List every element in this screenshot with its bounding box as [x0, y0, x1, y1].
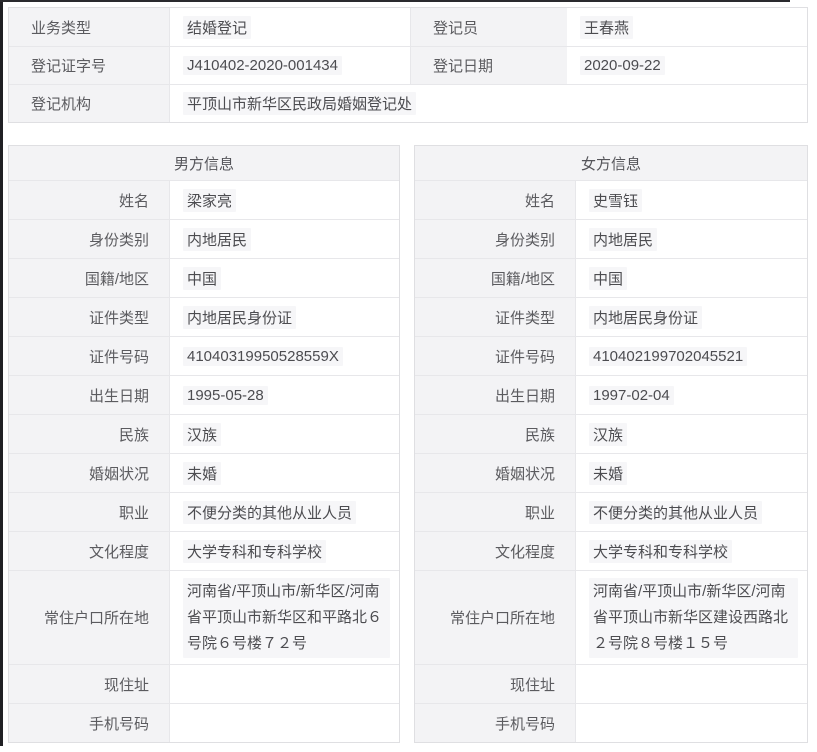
female-education-value: 大学专科和专科学校 [575, 532, 807, 570]
female-info-table: 女方信息 姓名 史雪钰 身份类别 内地居民 国籍/地区 中国 证件类型 内地居民… [414, 145, 808, 743]
current-address-label: 现住址 [9, 665, 169, 703]
screenshot-left-edge [0, 0, 3, 746]
table-row: 手机号码 [415, 703, 807, 742]
registration-agency-label: 登记机构 [9, 85, 169, 122]
table-row: 婚姻状况 未婚 [415, 453, 807, 492]
male-nationality-value: 中国 [169, 259, 399, 297]
certificate-number-value: J410402-2020-001434 [169, 47, 411, 84]
table-row: 常住户口所在地 河南省/平顶山市/新华区/河南省平顶山市新华区和平路北６号院６号… [9, 570, 399, 664]
nationality-label: 国籍/地区 [415, 259, 575, 297]
female-current-address-value [575, 665, 807, 703]
registrar-label: 登记员 [411, 8, 567, 46]
registrar-value: 王春燕 [567, 8, 807, 46]
table-row: 证件类型 内地居民身份证 [9, 297, 399, 336]
id-type-label: 证件类型 [415, 298, 575, 336]
marital-status-label: 婚姻状况 [415, 454, 575, 492]
table-row: 证件号码 410402199702045521 [415, 336, 807, 375]
male-marital-status-value: 未婚 [169, 454, 399, 492]
ethnicity-label: 民族 [9, 415, 169, 453]
female-mobile-value [575, 704, 807, 742]
id-type-label: 证件类型 [9, 298, 169, 336]
male-table-title: 男方信息 [9, 146, 399, 180]
ethnicity-label: 民族 [415, 415, 575, 453]
business-type-label: 业务类型 [9, 8, 169, 46]
registration-summary-table: 业务类型 结婚登记 登记员 王春燕 登记证字号 J410402-2020-001… [8, 7, 808, 123]
table-row: 证件类型 内地居民身份证 [415, 297, 807, 336]
occupation-label: 职业 [415, 493, 575, 531]
education-label: 文化程度 [415, 532, 575, 570]
female-birth-date-value: 1997-02-04 [575, 376, 807, 414]
female-id-type-value: 内地居民身份证 [575, 298, 807, 336]
female-name-value: 史雪钰 [575, 181, 807, 219]
registration-agency-value: 平顶山市新华区民政局婚姻登记处 [169, 85, 807, 122]
registration-date-value: 2020-09-22 [567, 47, 807, 84]
id-number-label: 证件号码 [9, 337, 169, 375]
birth-date-label: 出生日期 [9, 376, 169, 414]
table-row: 国籍/地区 中国 [415, 258, 807, 297]
table-row: 业务类型 结婚登记 登记员 王春燕 [9, 8, 807, 46]
mobile-label: 手机号码 [9, 704, 169, 742]
table-row: 职业 不便分类的其他从业人员 [415, 492, 807, 531]
current-address-label: 现住址 [415, 665, 575, 703]
male-identity-type-value: 内地居民 [169, 220, 399, 258]
table-row: 出生日期 1995-05-28 [9, 375, 399, 414]
table-row: 证件号码 41040319950528559X [9, 336, 399, 375]
male-id-number-value: 41040319950528559X [169, 337, 399, 375]
table-row: 国籍/地区 中国 [9, 258, 399, 297]
male-household-address-value: 河南省/平顶山市/新华区/河南省平顶山市新华区和平路北６号院６号楼７２号 [169, 571, 399, 664]
male-id-type-value: 内地居民身份证 [169, 298, 399, 336]
registration-date-label: 登记日期 [411, 47, 567, 84]
male-info-table: 男方信息 姓名 梁家亮 身份类别 内地居民 国籍/地区 中国 证件类型 内地居民… [8, 145, 400, 743]
occupation-label: 职业 [9, 493, 169, 531]
nationality-label: 国籍/地区 [9, 259, 169, 297]
table-row: 现住址 [415, 664, 807, 703]
name-label: 姓名 [415, 181, 575, 219]
household-address-label: 常住户口所在地 [415, 571, 575, 664]
male-mobile-value [169, 704, 399, 742]
female-nationality-value: 中国 [575, 259, 807, 297]
certificate-number-label: 登记证字号 [9, 47, 169, 84]
marital-status-label: 婚姻状况 [9, 454, 169, 492]
identity-type-label: 身份类别 [9, 220, 169, 258]
female-occupation-value: 不便分类的其他从业人员 [575, 493, 807, 531]
table-row: 职业 不便分类的其他从业人员 [9, 492, 399, 531]
business-type-value: 结婚登记 [169, 8, 411, 46]
male-name-value: 梁家亮 [169, 181, 399, 219]
male-ethnicity-value: 汉族 [169, 415, 399, 453]
name-label: 姓名 [9, 181, 169, 219]
table-row: 现住址 [9, 664, 399, 703]
male-birth-date-value: 1995-05-28 [169, 376, 399, 414]
identity-type-label: 身份类别 [415, 220, 575, 258]
table-row: 常住户口所在地 河南省/平顶山市/新华区/河南省平顶山市新华区建设西路北２号院８… [415, 570, 807, 664]
female-table-title: 女方信息 [415, 146, 807, 180]
table-row: 身份类别 内地居民 [9, 219, 399, 258]
table-row: 身份类别 内地居民 [415, 219, 807, 258]
mobile-label: 手机号码 [415, 704, 575, 742]
table-row: 登记证字号 J410402-2020-001434 登记日期 2020-09-2… [9, 46, 807, 84]
table-row: 出生日期 1997-02-04 [415, 375, 807, 414]
table-row: 民族 汉族 [9, 414, 399, 453]
table-row: 民族 汉族 [415, 414, 807, 453]
birth-date-label: 出生日期 [415, 376, 575, 414]
female-household-address-value: 河南省/平顶山市/新华区/河南省平顶山市新华区建设西路北２号院８号楼１５号 [575, 571, 807, 664]
table-row: 文化程度 大学专科和专科学校 [415, 531, 807, 570]
table-row: 姓名 梁家亮 [9, 180, 399, 219]
table-row: 姓名 史雪钰 [415, 180, 807, 219]
table-row: 文化程度 大学专科和专科学校 [9, 531, 399, 570]
household-address-label: 常住户口所在地 [9, 571, 169, 664]
female-ethnicity-value: 汉族 [575, 415, 807, 453]
male-education-value: 大学专科和专科学校 [169, 532, 399, 570]
table-row: 手机号码 [9, 703, 399, 742]
female-marital-status-value: 未婚 [575, 454, 807, 492]
table-row: 登记机构 平顶山市新华区民政局婚姻登记处 [9, 84, 807, 122]
female-id-number-value: 410402199702045521 [575, 337, 807, 375]
male-occupation-value: 不便分类的其他从业人员 [169, 493, 399, 531]
education-label: 文化程度 [9, 532, 169, 570]
table-row: 婚姻状况 未婚 [9, 453, 399, 492]
male-current-address-value [169, 665, 399, 703]
screenshot-top-edge [0, 0, 790, 2]
female-identity-type-value: 内地居民 [575, 220, 807, 258]
id-number-label: 证件号码 [415, 337, 575, 375]
